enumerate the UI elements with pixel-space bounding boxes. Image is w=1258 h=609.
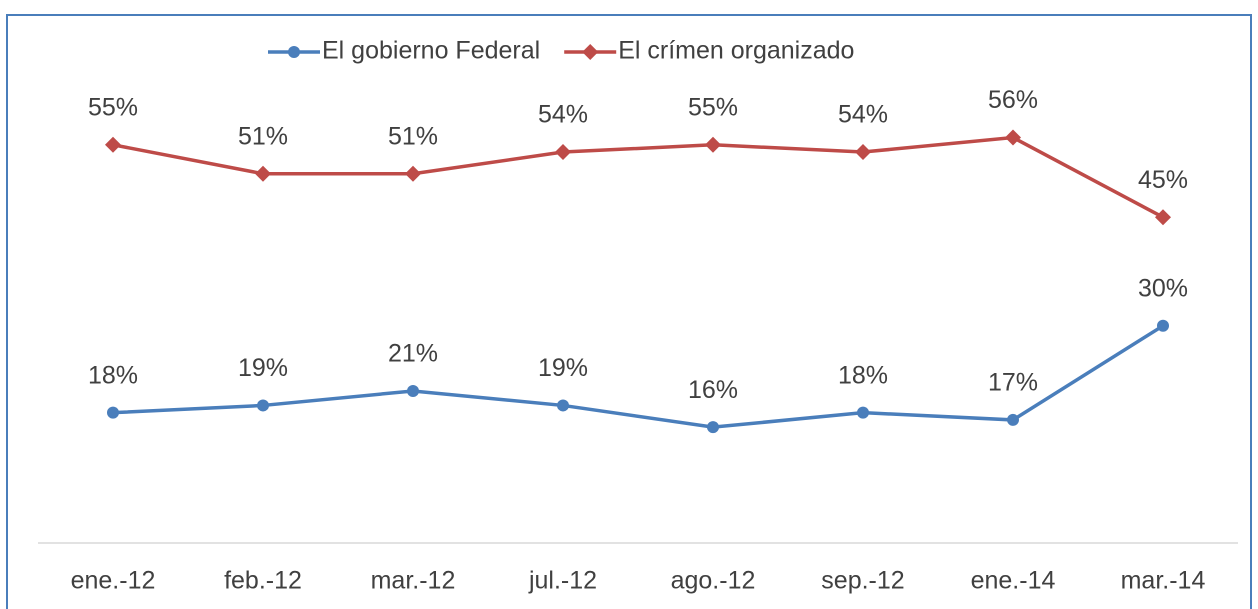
point <box>1007 413 1019 426</box>
series-line <box>112 324 1164 429</box>
data-label: 19% <box>538 354 588 382</box>
point <box>582 44 599 60</box>
point <box>407 384 419 397</box>
x-tick-label: feb.-12 <box>224 567 302 595</box>
data-label: 30% <box>1138 274 1188 302</box>
x-tick-label: mar.-12 <box>371 567 456 595</box>
point <box>105 136 121 153</box>
x-tick-label: ago.-12 <box>671 567 756 595</box>
point <box>1157 319 1169 332</box>
point <box>857 406 869 419</box>
data-label: 17% <box>988 369 1038 397</box>
chart-frame <box>6 14 1252 609</box>
x-tick-label: ene.-12 <box>71 567 156 595</box>
data-label: 21% <box>388 340 438 368</box>
data-label: 45% <box>1138 166 1188 194</box>
data-label: 54% <box>838 101 888 129</box>
point <box>705 136 721 153</box>
data-label: 19% <box>238 354 288 382</box>
data-label: 18% <box>838 361 888 389</box>
point <box>107 406 119 419</box>
x-tick-label: ene.-14 <box>971 567 1056 595</box>
point <box>288 46 300 58</box>
legend-label: El crímen organizado <box>618 37 854 65</box>
data-label: 16% <box>688 376 738 404</box>
point <box>555 144 571 161</box>
x-tick-label: mar.-14 <box>1121 567 1206 595</box>
point <box>557 399 569 412</box>
data-label: 54% <box>538 101 588 129</box>
point <box>855 144 871 161</box>
x-tick-label: sep.-12 <box>821 567 904 595</box>
data-label: 51% <box>388 122 438 150</box>
data-label: 55% <box>88 93 138 121</box>
data-label: 55% <box>688 93 738 121</box>
point <box>1005 129 1021 146</box>
legend-label: El gobierno Federal <box>322 37 540 65</box>
point <box>255 165 271 182</box>
data-label: 56% <box>988 86 1038 114</box>
point <box>1155 209 1171 226</box>
data-label: 18% <box>88 361 138 389</box>
point <box>707 421 719 434</box>
data-label: 51% <box>238 122 288 150</box>
x-tick-label: jul.-12 <box>528 567 597 595</box>
point <box>405 165 421 182</box>
point <box>257 399 269 412</box>
series-line <box>112 135 1164 219</box>
